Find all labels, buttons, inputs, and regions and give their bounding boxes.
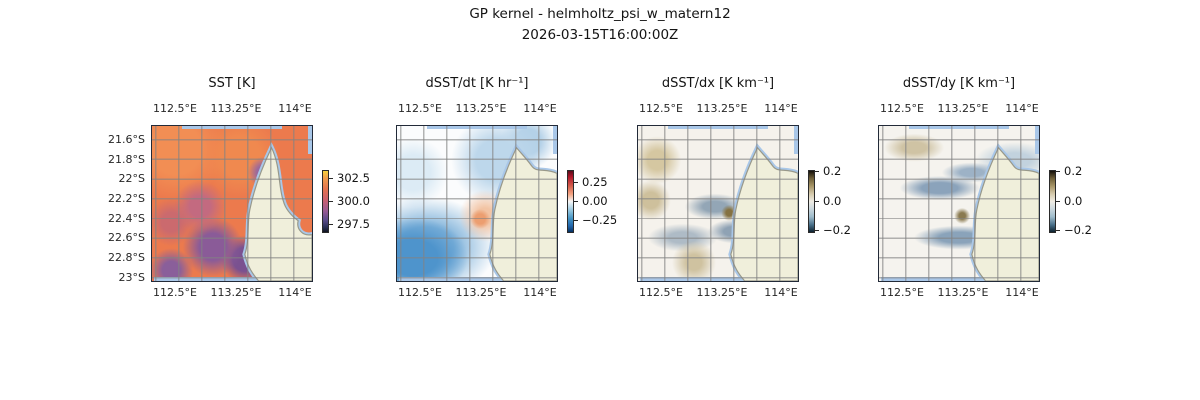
colorbar-tick: 0.2 [1064,164,1083,178]
panel-dsst-dt-title: dSST/dt [K hr⁻¹] [425,76,529,91]
x-tick-bottom: 112.5°E [880,286,924,299]
x-tick-top: 112.5°E [153,102,197,115]
x-tick-bottom: 114°E [764,286,798,299]
sst-colorbar: 302.5 300.0 297.5 [322,170,388,233]
x-tick-top: 114°E [278,102,312,115]
dsst-dt-colorbar: 0.25 0.00 −0.25 [567,170,633,233]
x-tick-top: 113.25°E [696,102,748,115]
figure-timestamp: 2026-03-15T16:00:00Z [521,27,679,43]
x-tick-top: 113.25°E [210,102,262,115]
colorbar-tick: 302.5 [337,171,370,185]
x-tick-bottom: 114°E [1005,286,1039,299]
y-tick: 22.8°S [108,251,145,264]
x-tick-top: 113.25°E [455,102,507,115]
colorbar-tick: 0.0 [823,194,842,208]
x-tick-top: 114°E [764,102,798,115]
colorbar-tick: 0.2 [823,164,842,178]
panel-dsst-dt: dSST/dt [K hr⁻¹] 112.5°E 113.25°E 114°E … [356,70,636,315]
colorbar-gradient [567,170,574,233]
x-tick-top: 113.25°E [937,102,989,115]
y-tick: 21.6°S [108,133,145,146]
colorbar-tick: 0.00 [582,194,608,208]
y-tick: 22.2°S [108,192,145,205]
panel-dsst-dy: dSST/dy [K km⁻¹] 112.5°E 113.25°E 114°E … [838,70,1118,315]
colorbar-gradient [322,170,329,233]
lat-lon-grid [152,126,312,281]
figure-title: GP kernel - helmholtz_psi_w_matern12 [469,6,731,22]
y-tick: 22.4°S [108,212,145,225]
y-tick: 22°S [118,172,145,185]
dsst-dt-heatmap [396,125,558,282]
dsst-dy-colorbar: 0.2 0.0 −0.2 [1049,164,1115,237]
x-tick-top: 114°E [523,102,557,115]
x-tick-top: 112.5°E [639,102,683,115]
panel-sst-title: SST [K] [208,76,256,91]
x-tick-top: 112.5°E [398,102,442,115]
dsst-dy-heatmap [878,125,1040,282]
lat-lon-grid [879,126,1039,281]
x-tick-bottom: 112.5°E [398,286,442,299]
colorbar-tick: 297.5 [337,217,370,231]
x-tick-bottom: 114°E [523,286,557,299]
x-tick-bottom: 113.25°E [937,286,989,299]
y-tick: 23°S [118,271,145,284]
x-tick-bottom: 113.25°E [696,286,748,299]
sst-heatmap [151,125,313,282]
colorbar-tick: 300.0 [337,194,370,208]
lat-lon-grid [397,126,557,281]
colorbar-gradient [1049,170,1056,233]
x-tick-top: 114°E [1005,102,1039,115]
panel-dsst-dx: dSST/dx [K km⁻¹] 112.5°E 113.25°E 114°E … [597,70,877,315]
panel-dsst-dy-title: dSST/dy [K km⁻¹] [902,76,1016,91]
x-tick-bottom: 112.5°E [639,286,683,299]
colorbar-tick: −0.2 [823,223,851,237]
x-tick-bottom: 113.25°E [210,286,262,299]
x-tick-bottom: 112.5°E [153,286,197,299]
x-tick-bottom: 113.25°E [455,286,507,299]
y-tick: 22.6°S [108,231,145,244]
colorbar-tick: 0.25 [582,175,608,189]
x-tick-top: 112.5°E [880,102,924,115]
dsst-dx-colorbar: 0.2 0.0 −0.2 [808,164,874,237]
colorbar-gradient [808,170,815,233]
x-tick-bottom: 114°E [278,286,312,299]
colorbar-tick: −0.2 [1064,223,1092,237]
panel-sst: SST [K] 112.5°E 113.25°E 114°E 21.6°S 21… [108,70,391,315]
panel-dsst-dx-title: dSST/dx [K km⁻¹] [661,76,775,91]
colorbar-tick: 0.0 [1064,194,1083,208]
lat-lon-grid [638,126,798,281]
dsst-dx-heatmap [637,125,799,282]
y-tick: 21.8°S [108,153,145,166]
colorbar-tick: −0.25 [582,213,618,227]
